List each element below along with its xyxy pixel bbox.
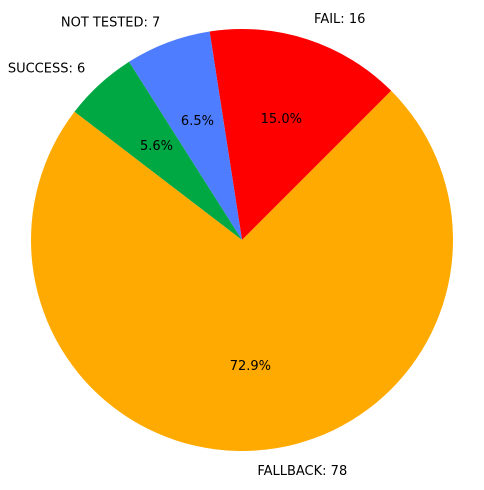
slice-percent-label-3: 72.9% bbox=[230, 359, 271, 374]
slice-category-label-3: FALLBACK: 78 bbox=[257, 464, 347, 479]
slice-category-label-2: SUCCESS: 6 bbox=[8, 61, 85, 76]
slice-percent-label-0: 15.0% bbox=[261, 112, 302, 127]
slice-category-label-0: FAIL: 16 bbox=[314, 12, 365, 27]
slice-percent-label-2: 5.6% bbox=[140, 139, 173, 154]
slice-percent-label-1: 6.5% bbox=[181, 114, 214, 129]
slice-category-label-1: NOT TESTED: 7 bbox=[61, 15, 160, 30]
pie-slices bbox=[31, 29, 453, 451]
